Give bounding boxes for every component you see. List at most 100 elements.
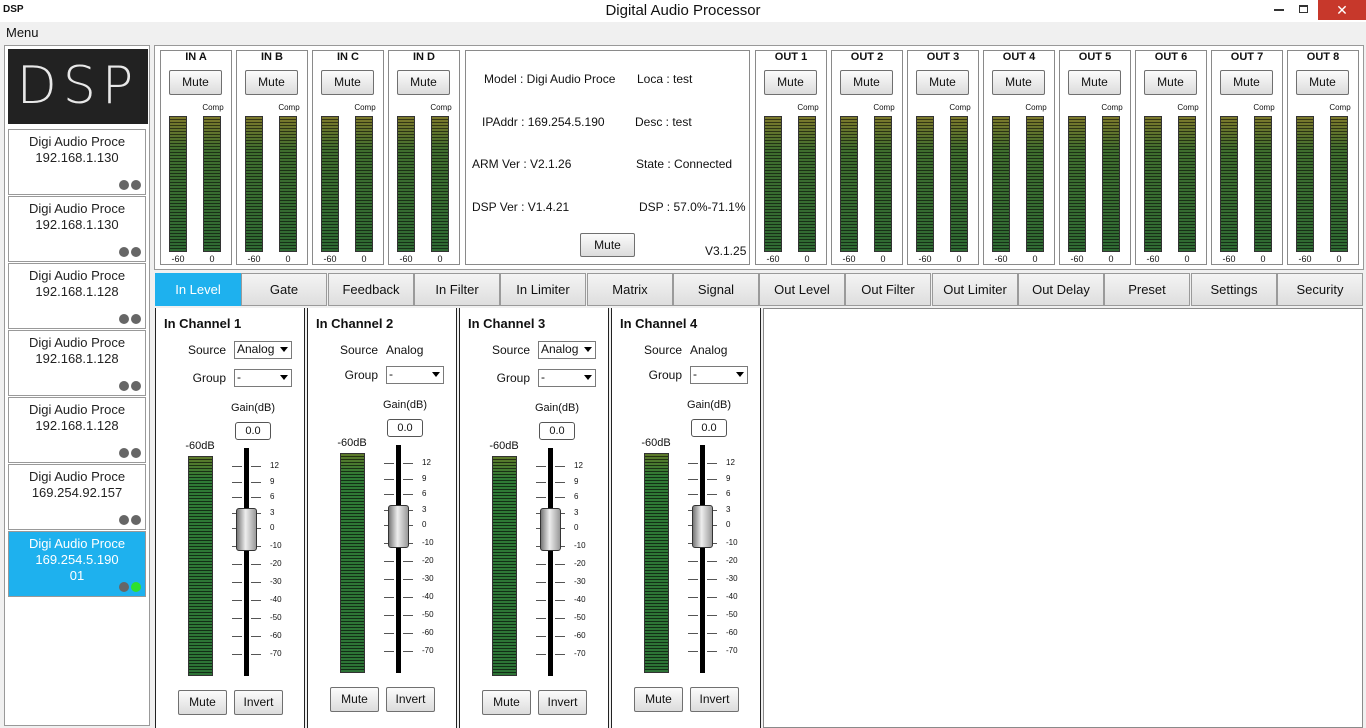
strip-name: OUT 5: [1078, 51, 1112, 63]
level-meter: [840, 116, 858, 252]
source-dropdown[interactable]: Analog: [538, 341, 596, 359]
meter-min: -60: [766, 254, 780, 264]
status-dot: [119, 582, 129, 592]
tab[interactable]: Out Limiter: [932, 273, 1018, 306]
meter-max: 0: [361, 254, 367, 264]
tab[interactable]: Signal: [673, 273, 759, 306]
restore-button[interactable]: [1299, 5, 1308, 13]
device-ip: 169.254.5.190: [35, 552, 119, 567]
gain-input[interactable]: 0.0: [691, 419, 727, 437]
tab[interactable]: Out Filter: [845, 273, 931, 306]
tab[interactable]: Out Delay: [1018, 273, 1104, 306]
fader-tick-label: -50: [270, 613, 282, 622]
fader-tick: [251, 600, 261, 601]
invert-button[interactable]: Invert: [386, 687, 435, 712]
mute-button[interactable]: Mute: [245, 70, 298, 95]
level-meter: [764, 116, 782, 252]
tab[interactable]: Out Level: [759, 273, 845, 306]
device-ip: 169.254.92.157: [31, 485, 123, 500]
source-value: Analog: [690, 343, 728, 357]
channel-meter: [340, 453, 365, 673]
tab[interactable]: In Filter: [414, 273, 500, 306]
fader-tick: [232, 497, 242, 498]
tab[interactable]: Preset: [1104, 273, 1190, 306]
comp-label: Comp: [1101, 103, 1123, 112]
comp-meter: [203, 116, 221, 252]
mute-button[interactable]: Mute: [169, 70, 222, 95]
mute-button[interactable]: Mute: [916, 70, 969, 95]
mute-all-button[interactable]: Mute: [580, 233, 635, 257]
level-meter: [1144, 116, 1162, 252]
meter-max: 0: [1108, 254, 1114, 264]
gain-label: Gain(dB): [686, 399, 732, 411]
device-item[interactable]: [8, 397, 146, 463]
info-state: State : Connected: [636, 157, 733, 171]
fader-tick: [384, 615, 394, 616]
mute-button[interactable]: Mute: [321, 70, 374, 95]
source-dropdown[interactable]: Analog: [234, 341, 292, 359]
channel-meter: [644, 453, 669, 673]
level-meter: [397, 116, 415, 252]
comp-meter: [1026, 116, 1044, 252]
source-label: Source: [643, 343, 682, 357]
tab[interactable]: Gate: [241, 273, 327, 306]
fader-knob[interactable]: [540, 508, 561, 551]
mute-button[interactable]: Mute: [482, 690, 531, 715]
fader-tick: [536, 564, 546, 565]
mute-button[interactable]: Mute: [397, 70, 450, 95]
meter-label: -60dB: [641, 437, 671, 449]
mute-button[interactable]: Mute: [634, 687, 683, 712]
tab[interactable]: Matrix: [587, 273, 673, 306]
device-name: Digi Audio Proce: [28, 268, 126, 283]
mute-button[interactable]: Mute: [1296, 70, 1349, 95]
status-dot: [131, 314, 141, 324]
group-dropdown[interactable]: -: [538, 369, 596, 387]
comp-label: Comp: [430, 103, 452, 112]
group-dropdown[interactable]: -: [690, 366, 748, 384]
level-meter: [916, 116, 934, 252]
mute-button[interactable]: Mute: [840, 70, 893, 95]
fader-tick: [232, 564, 242, 565]
invert-button[interactable]: Invert: [690, 687, 739, 712]
group-dropdown[interactable]: -: [234, 369, 292, 387]
close-button[interactable]: ✕: [1318, 0, 1366, 20]
strip-name: OUT 6: [1154, 51, 1188, 63]
mute-button[interactable]: Mute: [178, 690, 227, 715]
mute-button[interactable]: Mute: [1144, 70, 1197, 95]
fader-tick-label: -10: [574, 541, 586, 550]
invert-button[interactable]: Invert: [538, 690, 587, 715]
strip-name: OUT 3: [926, 51, 960, 63]
invert-button[interactable]: Invert: [234, 690, 283, 715]
fader-tick: [688, 463, 698, 464]
channel-area: [763, 308, 1363, 728]
tab[interactable]: Feedback: [328, 273, 414, 306]
fader-tick: [384, 579, 394, 580]
gain-input[interactable]: 0.0: [539, 422, 575, 440]
meter-min: -60: [842, 254, 856, 264]
comp-meter: [355, 116, 373, 252]
mute-button[interactable]: Mute: [1068, 70, 1121, 95]
mute-button[interactable]: Mute: [992, 70, 1045, 95]
tab[interactable]: In Level: [155, 273, 241, 306]
fader-knob[interactable]: [236, 508, 257, 551]
fader-knob[interactable]: [692, 505, 713, 548]
tab[interactable]: Security: [1277, 273, 1363, 306]
meter-max: 0: [209, 254, 215, 264]
fader-tick-label: 0: [422, 520, 427, 529]
fader-tick: [536, 654, 546, 655]
gain-input[interactable]: 0.0: [235, 422, 271, 440]
gain-input[interactable]: 0.0: [387, 419, 423, 437]
mute-button[interactable]: Mute: [764, 70, 817, 95]
fader-tick: [707, 597, 717, 598]
tab[interactable]: Settings: [1191, 273, 1277, 306]
mute-button[interactable]: Mute: [330, 687, 379, 712]
fader-knob[interactable]: [388, 505, 409, 548]
tab[interactable]: In Limiter: [500, 273, 586, 306]
mute-button[interactable]: Mute: [1220, 70, 1273, 95]
fader-tick: [403, 651, 413, 652]
fader-tick: [688, 478, 698, 480]
fader-tick: [707, 651, 717, 652]
group-dropdown[interactable]: -: [386, 366, 444, 384]
menu-item[interactable]: Menu: [6, 25, 39, 40]
minimize-button[interactable]: [1274, 9, 1284, 11]
